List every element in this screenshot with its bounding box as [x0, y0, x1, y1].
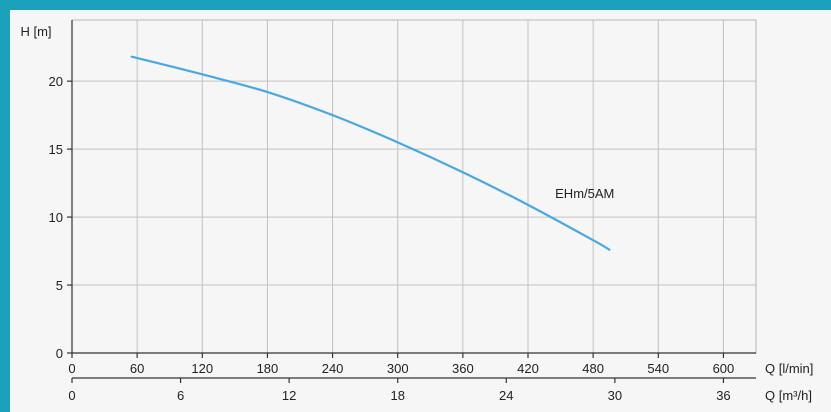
- y-tick-label: 5: [56, 278, 63, 293]
- series-label: EHm/5AM: [555, 186, 614, 201]
- x-tick-label-secondary: 36: [716, 388, 730, 403]
- x-tick-label-primary: 300: [387, 361, 409, 376]
- x-tick-label-secondary: 30: [608, 388, 622, 403]
- pump-curve-chart: 0 5 10 15 20 0 60 120 180 240 300 360 420 480 540 600 0 6…: [20, 19, 813, 403]
- series-layer: [130, 55, 611, 251]
- x-tick-label-primary: 60: [130, 361, 144, 376]
- series-line-ehm-5am: [130, 55, 611, 251]
- y-axis-label: H [m]: [20, 24, 51, 39]
- tick-labels: 0 5 10 15 20 0 60 120 180 240 300 360 420 480 540 600 0 6…: [49, 74, 735, 403]
- x-tick-label-secondary: 24: [499, 388, 513, 403]
- grid: [71, 19, 757, 354]
- axes: [67, 20, 756, 383]
- x-tick-label-primary: 480: [582, 361, 604, 376]
- x-axis-label-secondary: Q [m³/h]: [765, 388, 812, 403]
- x-tick-label-primary: 420: [517, 361, 539, 376]
- plot-border: [71, 19, 757, 354]
- x-tick-label-primary: 240: [322, 361, 344, 376]
- x-tick-label-secondary: 12: [282, 388, 296, 403]
- x-tick-label-secondary: 6: [177, 388, 184, 403]
- y-tick-label: 15: [49, 142, 63, 157]
- x-tick-label-primary: 600: [713, 361, 735, 376]
- x-tick-label-primary: 360: [452, 361, 474, 376]
- chart-panel: 0 5 10 15 20 0 60 120 180 240 300 360 420 480 540 600 0 6…: [10, 10, 831, 412]
- x-tick-label-primary: 0: [68, 361, 75, 376]
- x-tick-label-primary: 540: [647, 361, 669, 376]
- x-tick-label-primary: 180: [257, 361, 279, 376]
- x-tick-label-secondary: 0: [68, 388, 75, 403]
- x-tick-label-primary: 120: [191, 361, 213, 376]
- y-tick-label: 20: [49, 74, 63, 89]
- x-tick-label-secondary: 18: [390, 388, 404, 403]
- y-tick-label: 10: [49, 210, 63, 225]
- y-tick-label: 0: [56, 346, 63, 361]
- x-axis-label-primary: Q [l/min]: [765, 361, 813, 376]
